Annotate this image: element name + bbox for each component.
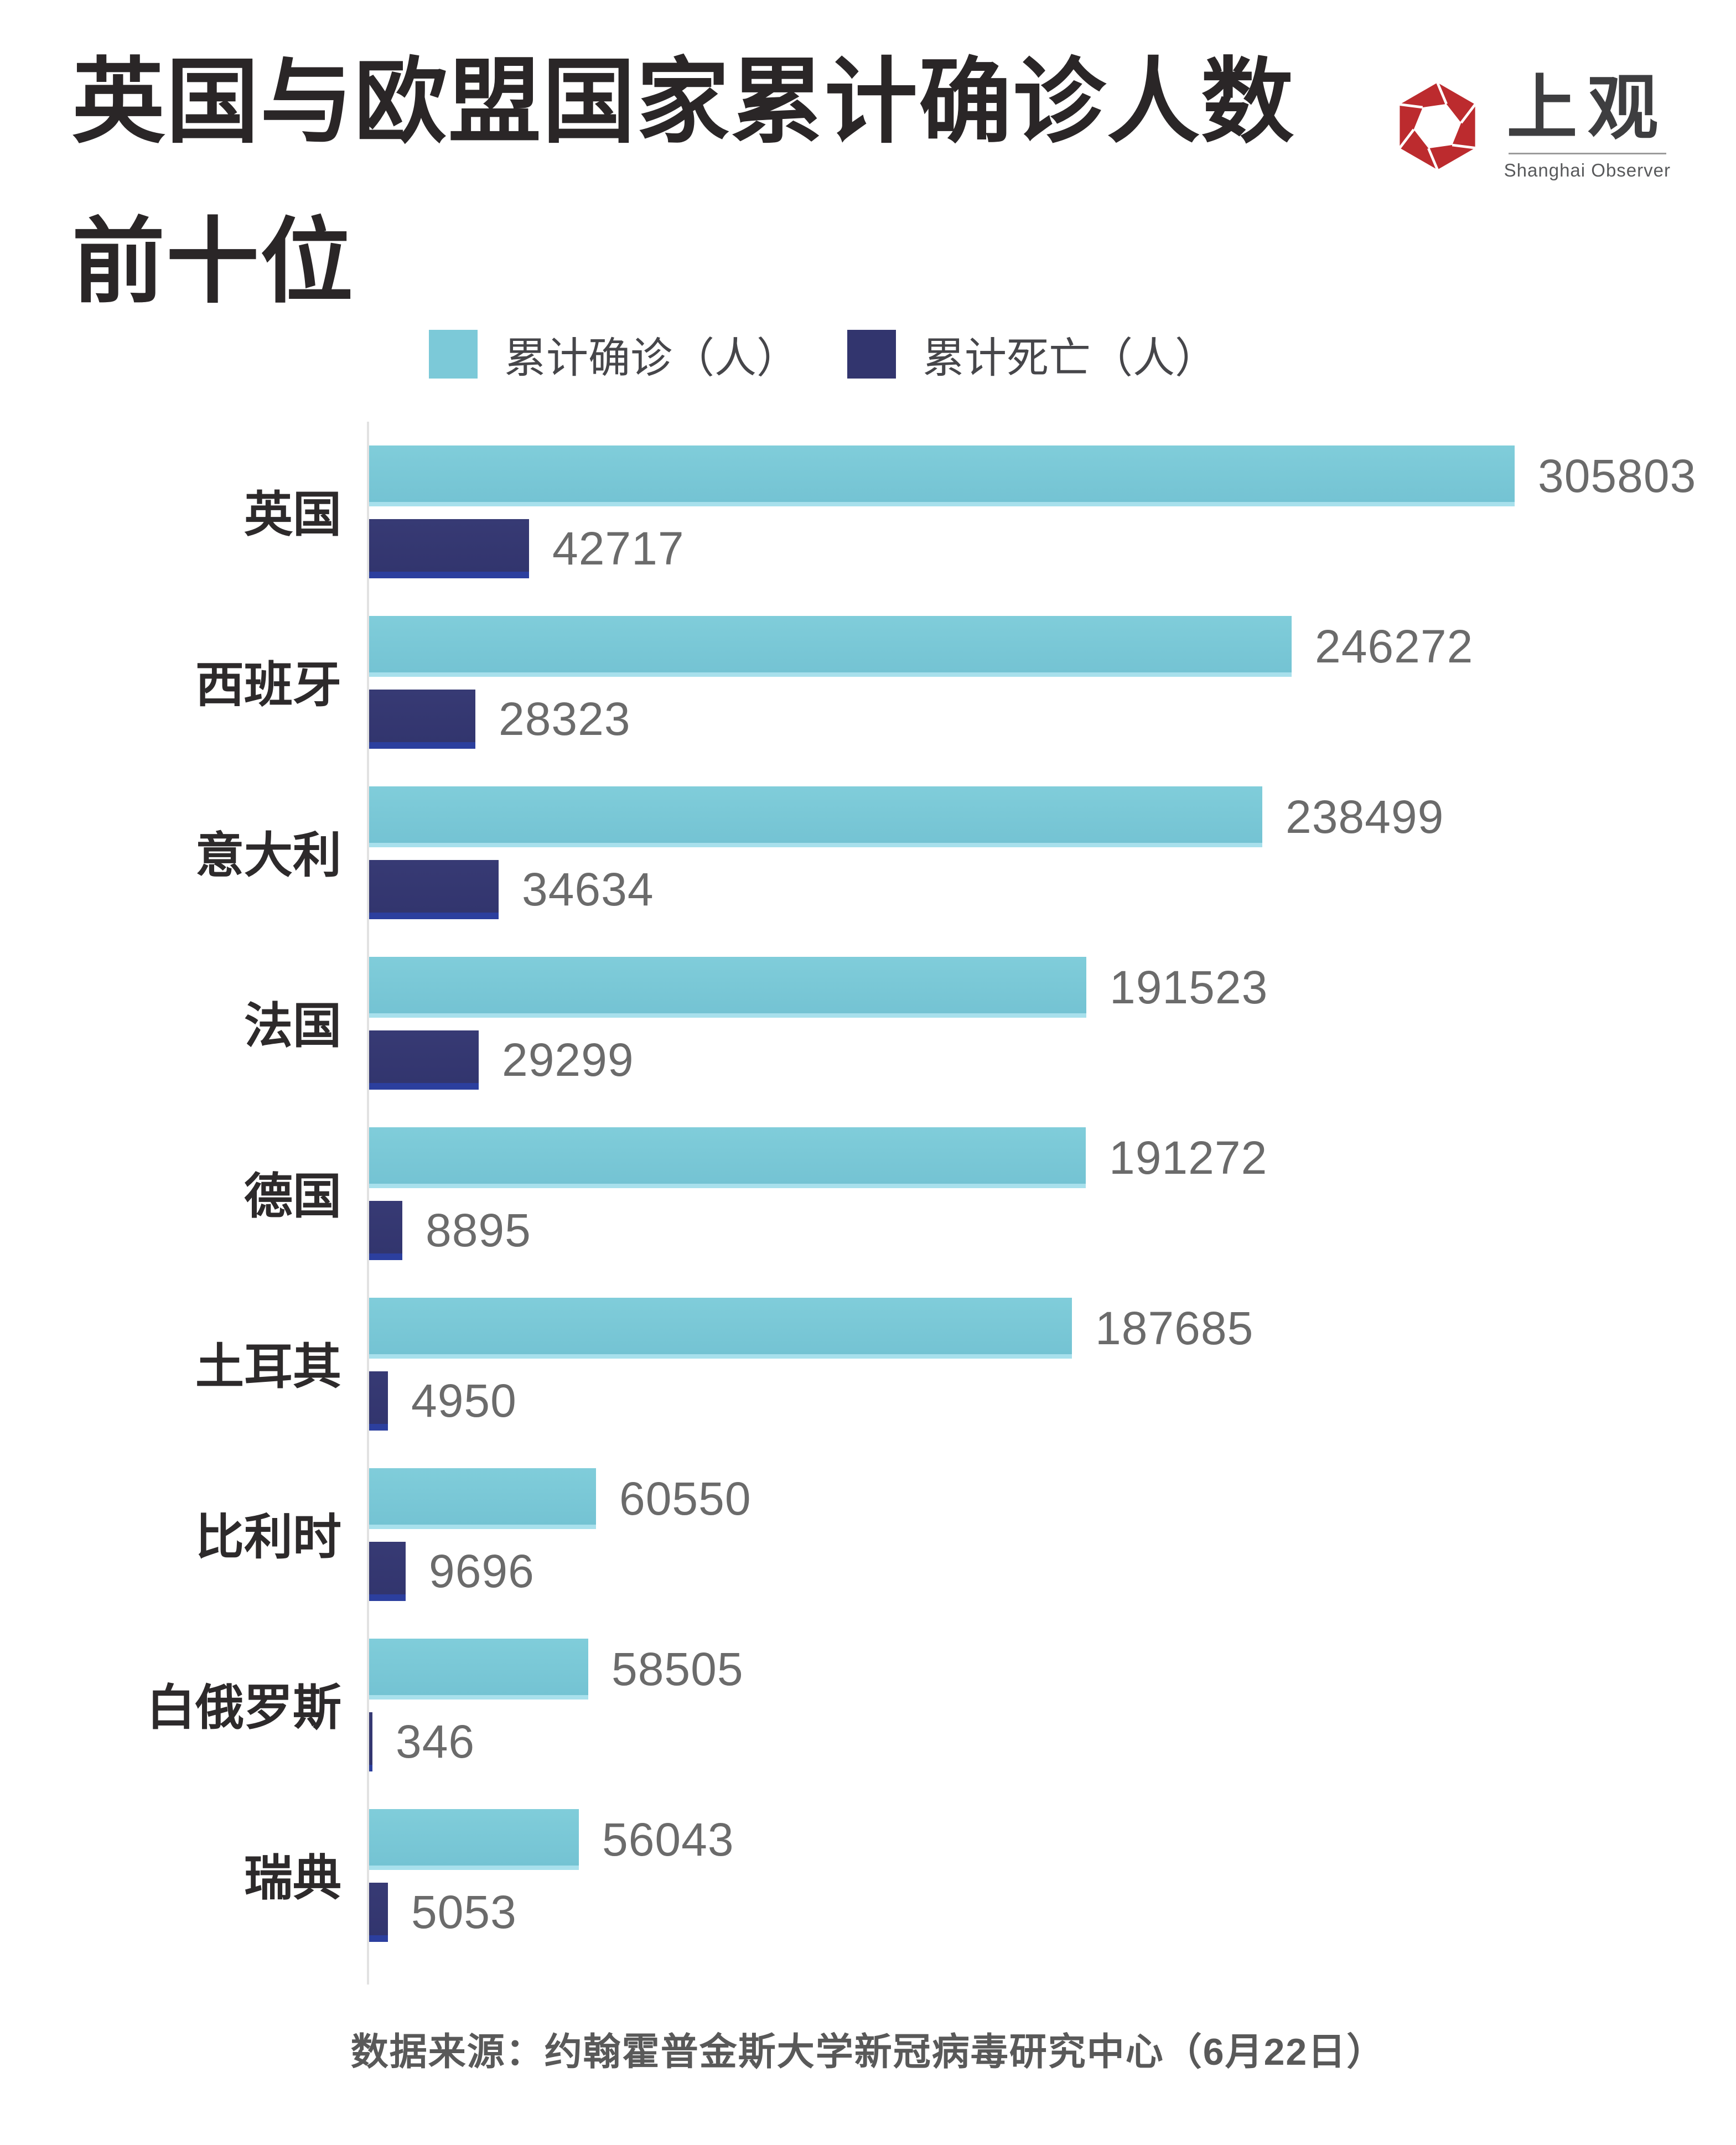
confirmed-value-label: 58505	[612, 1643, 744, 1695]
chart-row: 比利时 60550 9696	[0, 1448, 1736, 1618]
deaths-value-label: 29299	[502, 1034, 634, 1086]
logo-text: 上观 Shanghai Observer	[1504, 71, 1671, 181]
confirmed-bar	[369, 1468, 596, 1529]
deaths-barline: 346	[369, 1712, 1736, 1771]
country-label: 瑞典	[243, 1850, 341, 1905]
confirmed-barline: 191523	[369, 957, 1736, 1018]
deaths-barline: 29299	[369, 1030, 1736, 1090]
deaths-barline: 9696	[369, 1542, 1736, 1601]
chart-row: 英国 305803 42717	[0, 425, 1736, 595]
confirmed-legend-label: 累计确诊（人）	[504, 335, 799, 382]
legend: 累计确诊（人） 累计死亡（人）	[429, 324, 1217, 385]
confirmed-value-label: 56043	[602, 1813, 734, 1866]
page-title-line2: 前十位	[72, 209, 354, 314]
confirmed-bar	[369, 1809, 579, 1870]
deaths-barline: 42717	[369, 519, 1736, 578]
logo-divider	[1508, 153, 1666, 155]
deaths-barline: 4950	[369, 1371, 1736, 1431]
confirmed-value-label: 305803	[1538, 449, 1697, 502]
confirmed-barline: 56043	[369, 1809, 1736, 1870]
deaths-value-label: 34634	[522, 863, 654, 915]
deaths-value-label: 5053	[411, 1886, 517, 1938]
confirmed-swatch	[429, 330, 478, 379]
country-label: 土耳其	[195, 1339, 341, 1394]
confirmed-bar	[369, 1127, 1086, 1188]
confirmed-barline: 238499	[369, 786, 1736, 847]
confirmed-barline: 60550	[369, 1468, 1736, 1529]
chart-row: 德国 191272 8895	[0, 1107, 1736, 1277]
chart-row: 意大利 238499 34634	[0, 766, 1736, 936]
confirmed-value-label: 246272	[1315, 620, 1474, 672]
country-label: 白俄罗斯	[146, 1680, 341, 1735]
confirmed-bar	[369, 786, 1262, 847]
chart-row: 西班牙 246272 28323	[0, 595, 1736, 766]
chart-row: 白俄罗斯 58505 346	[0, 1618, 1736, 1789]
deaths-barline: 34634	[369, 860, 1736, 919]
confirmed-value-label: 191523	[1110, 961, 1268, 1013]
deaths-barline: 8895	[369, 1201, 1736, 1260]
deaths-barline: 28323	[369, 690, 1736, 749]
deaths-swatch	[847, 330, 896, 379]
deaths-bar	[369, 1030, 479, 1090]
confirmed-barline: 246272	[369, 616, 1736, 677]
chart-row: 瑞典 56043 5053	[0, 1789, 1736, 1959]
legend-item-deaths: 累计死亡（人）	[847, 324, 1217, 385]
data-source: 数据来源：约翰霍普金斯大学新冠病毒研究中心（6月22日）	[350, 2031, 1386, 2073]
bar-chart: 英国 305803 42717 西班牙 246272 28323 意大利 238499 3463…	[0, 422, 1736, 1985]
chart-row: 法国 191523 29299	[0, 936, 1736, 1107]
confirmed-bar	[369, 1639, 588, 1700]
confirmed-value-label: 191272	[1109, 1131, 1268, 1184]
deaths-bar	[369, 519, 529, 578]
deaths-bar	[369, 1201, 402, 1260]
deaths-value-label: 42717	[552, 522, 685, 574]
deaths-bar	[369, 1712, 372, 1771]
deaths-value-label: 346	[396, 1716, 475, 1768]
confirmed-value-label: 60550	[619, 1472, 752, 1525]
logo-chinese-name: 上观	[1506, 66, 1668, 149]
country-label: 德国	[243, 1168, 341, 1224]
confirmed-bar	[369, 1298, 1072, 1359]
deaths-barline: 5053	[369, 1883, 1736, 1942]
confirmed-barline: 187685	[369, 1298, 1736, 1359]
deaths-bar	[369, 690, 475, 749]
country-label: 西班牙	[195, 657, 341, 712]
country-label: 法国	[243, 998, 341, 1053]
deaths-bar	[369, 860, 499, 919]
confirmed-barline: 58505	[369, 1639, 1736, 1700]
legend-item-confirmed: 累计确诊（人）	[429, 324, 799, 385]
logo-english-name: Shanghai Observer	[1504, 160, 1671, 181]
page-title: 英国与欧盟国家累计确诊人数 前十位	[72, 22, 1295, 342]
deaths-bar	[369, 1883, 388, 1942]
confirmed-bar	[369, 616, 1292, 677]
confirmed-value-label: 238499	[1286, 790, 1444, 843]
deaths-bar	[369, 1371, 388, 1431]
chart-row: 土耳其 187685 4950	[0, 1277, 1736, 1448]
deaths-value-label: 9696	[429, 1545, 535, 1597]
country-label: 英国	[243, 486, 341, 542]
country-label: 比利时	[195, 1509, 341, 1564]
page-title-line1: 英国与欧盟国家累计确诊人数	[72, 50, 1295, 154]
deaths-value-label: 8895	[426, 1204, 531, 1256]
deaths-bar	[369, 1542, 406, 1601]
confirmed-value-label: 187685	[1095, 1302, 1254, 1354]
deaths-legend-label: 累计死亡（人）	[923, 335, 1217, 382]
deaths-value-label: 4950	[411, 1375, 517, 1427]
deaths-value-label: 28323	[499, 693, 631, 745]
confirmed-barline: 305803	[369, 445, 1736, 506]
country-label: 意大利	[195, 827, 341, 883]
confirmed-barline: 191272	[369, 1127, 1736, 1188]
aperture-logo-icon	[1398, 82, 1476, 170]
shanghai-observer-logo: 上观 Shanghai Observer	[1390, 71, 1671, 182]
confirmed-bar	[369, 957, 1086, 1018]
confirmed-bar	[369, 445, 1515, 506]
